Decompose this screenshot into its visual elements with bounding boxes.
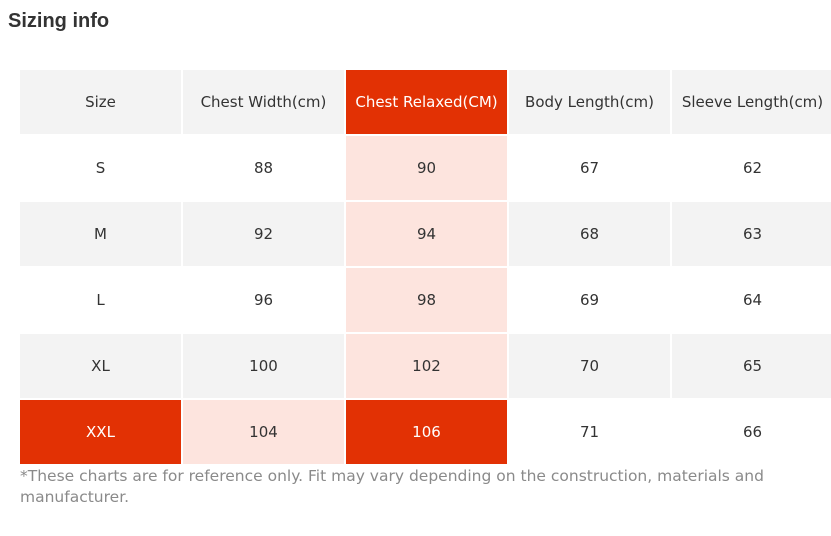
- table-cell: 94: [346, 202, 507, 266]
- table-cell: L: [20, 268, 181, 332]
- table-cell: M: [20, 202, 181, 266]
- table-cell: 96: [183, 268, 344, 332]
- table-cell: 90: [346, 136, 507, 200]
- table-cell: 69: [509, 268, 670, 332]
- table-cell: 67: [509, 136, 670, 200]
- size-table: Size Chest Width(cm) Chest Relaxed(CM) Body…: [20, 70, 831, 466]
- table-cell: 102: [346, 334, 507, 398]
- header-cell: Size: [20, 70, 181, 134]
- header-cell: Chest Width(cm): [183, 70, 344, 134]
- table-cell: 106: [346, 400, 507, 464]
- title: Sizing info: [8, 10, 110, 32]
- table-cell: 92: [183, 202, 344, 266]
- table-cell: 100: [183, 334, 344, 398]
- table-cell: 64: [672, 268, 831, 332]
- table-cell: S: [20, 136, 181, 200]
- table-cell: 71: [509, 400, 670, 464]
- table-cell: XXL: [20, 400, 181, 464]
- table-cell: 70: [509, 334, 670, 398]
- header-cell: Sleeve Length(cm): [672, 70, 831, 134]
- header-cell: Body Length(cm): [509, 70, 670, 134]
- table-cell: 104: [183, 400, 344, 464]
- table-cell: 65: [672, 334, 831, 398]
- table-cell: 98: [346, 268, 507, 332]
- table-cell: 88: [183, 136, 344, 200]
- header-cell: Chest Relaxed(CM): [346, 70, 507, 134]
- table-cell: 68: [509, 202, 670, 266]
- table-cell: 66: [672, 400, 831, 464]
- table-cell: 62: [672, 136, 831, 200]
- table-cell: XL: [20, 334, 181, 398]
- footnote: *These charts are for reference only. Fi…: [20, 467, 764, 506]
- table-cell: 63: [672, 202, 831, 266]
